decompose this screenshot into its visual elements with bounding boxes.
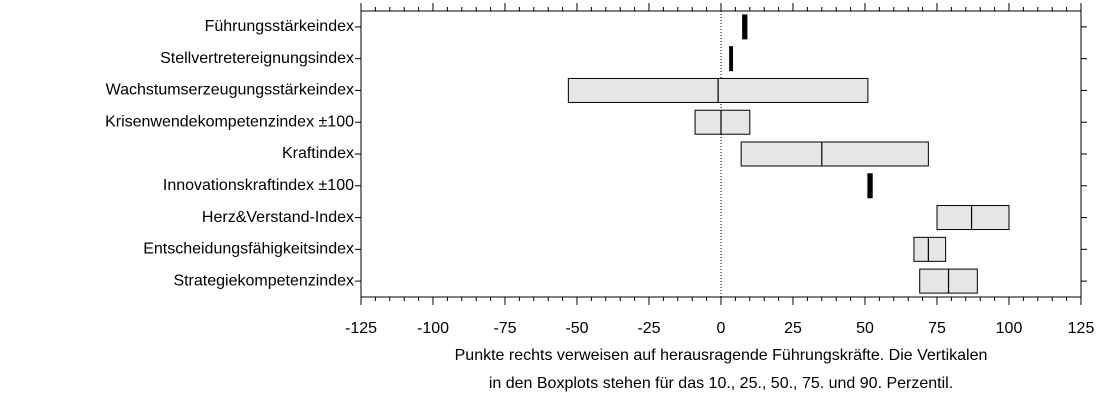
x-tick-label: -100 — [417, 320, 449, 337]
x-tick-label: 0 — [717, 320, 726, 337]
box — [867, 173, 873, 199]
box — [936, 205, 1010, 231]
x-tick-label: -125 — [345, 320, 377, 337]
box — [740, 141, 929, 167]
y-tick-label: Krisenwendekompetenzindex ±100 — [105, 113, 354, 130]
y-tick-label: Stellvertretereignungsindex — [160, 50, 354, 67]
x-tick-label: 75 — [928, 320, 946, 337]
x-tick-label: -75 — [493, 320, 516, 337]
y-tick-label: Kraftindex — [282, 145, 354, 162]
y-tick-label: Innovationskraftindex ±100 — [163, 177, 354, 194]
box — [742, 14, 748, 40]
x-tick-label: 125 — [1068, 320, 1095, 337]
x-tick-label: 100 — [996, 320, 1023, 337]
x-tick-label: 50 — [856, 320, 874, 337]
y-tick-label: Wachstumserzeugungsstärkeindex — [106, 82, 354, 99]
box — [729, 46, 734, 72]
y-tick-label: Führungsstärkeindex — [205, 18, 354, 35]
x-tick-label: 25 — [784, 320, 802, 337]
x-axis-label: Punkte rechts verweisen auf herausragend… — [455, 347, 988, 364]
box — [913, 236, 947, 262]
x-axis-label: in den Boxplots stehen für das 10., 25.,… — [489, 375, 953, 392]
y-tick-label: Entscheidungsfähigkeitsindex — [143, 241, 354, 258]
x-tick-label: -50 — [565, 320, 588, 337]
box — [694, 109, 751, 135]
y-tick-label: Strategiekompetenzindex — [173, 272, 354, 289]
x-tick-label: -25 — [637, 320, 660, 337]
y-tick-label: Herz&Verstand-Index — [202, 209, 354, 226]
